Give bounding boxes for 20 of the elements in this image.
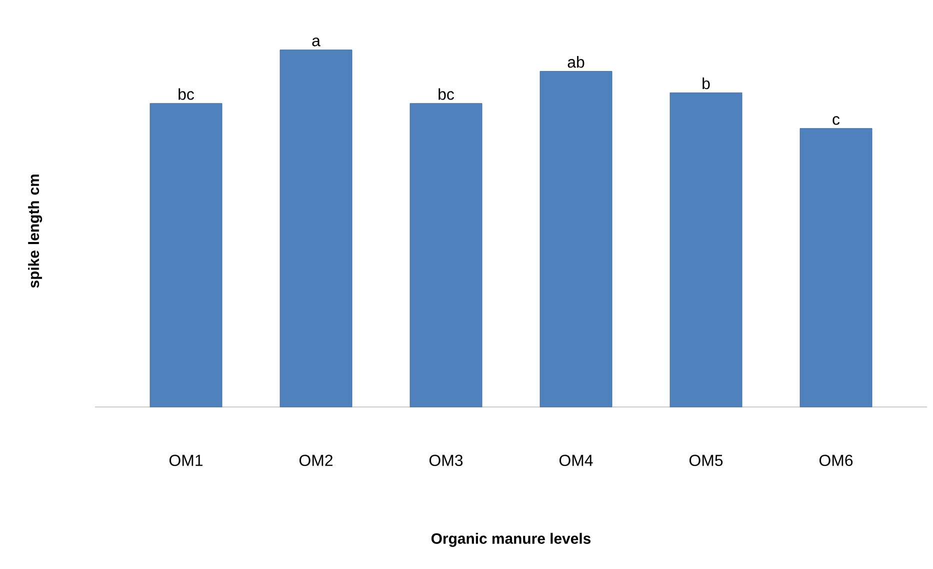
annotation: ab [568,56,584,68]
annotation: c [832,116,840,125]
x-tick-label: OM2 [299,454,332,466]
annotation: bc [438,88,454,100]
x-tick-label: OM4 [559,454,593,466]
x-tick-label: OM1 [169,454,202,466]
bar [800,128,872,408]
bar [670,92,742,408]
annotation: bc [178,88,194,100]
x-tick-label: OM3 [429,454,463,466]
bar [150,103,222,408]
bar [410,103,482,408]
x-tick-label: OM5 [689,454,723,466]
x-tick-label: OM6 [819,454,853,466]
bar [540,71,612,408]
x-axis-title: Organic manure levels [431,532,591,547]
bar [280,50,352,408]
annotation: b [702,77,710,90]
annotation: a [312,38,320,46]
y-axis-title: spike length cm [28,174,42,288]
